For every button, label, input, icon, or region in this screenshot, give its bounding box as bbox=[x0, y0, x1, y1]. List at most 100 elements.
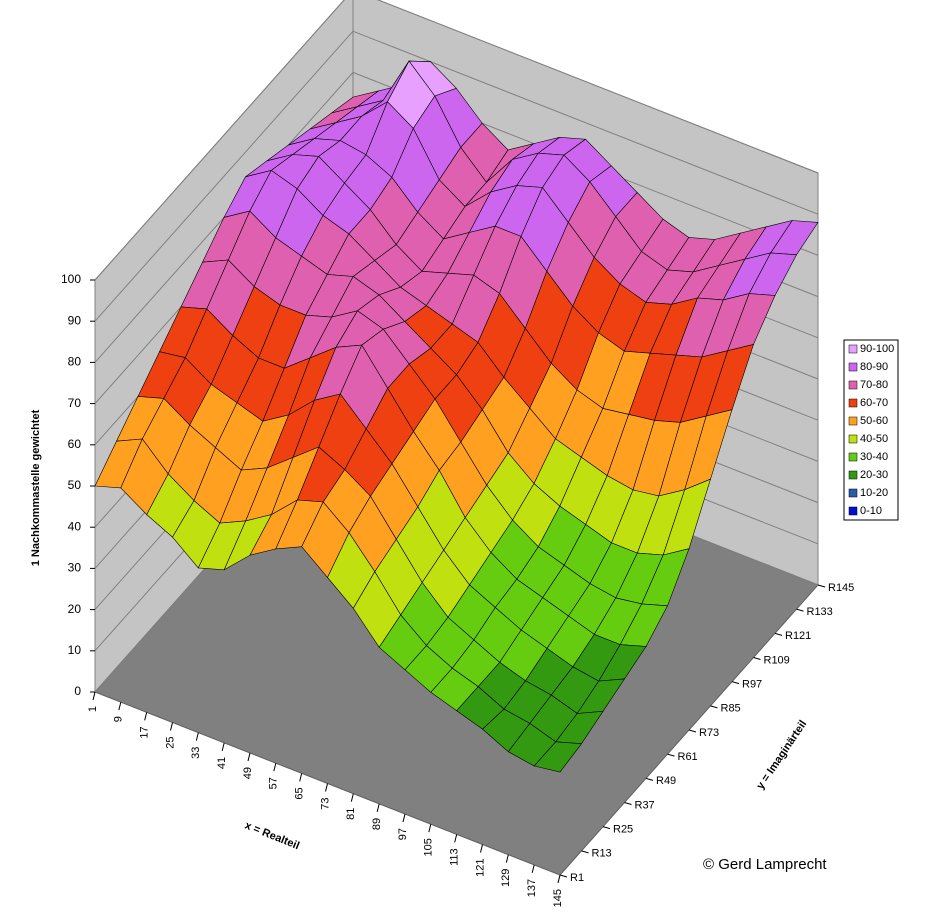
grid-line bbox=[94, 71, 819, 363]
y-tick-label: R109 bbox=[764, 654, 790, 666]
y-tick bbox=[731, 681, 740, 685]
y-tick bbox=[817, 584, 826, 588]
x-tick-label: 1 bbox=[87, 706, 99, 712]
x-tick-label: 25 bbox=[164, 737, 176, 749]
x-tick bbox=[195, 732, 199, 741]
legend-swatch bbox=[848, 398, 858, 408]
x-tick bbox=[221, 742, 225, 751]
z-tick-label: 10 bbox=[68, 643, 82, 657]
x-tick-label: 17 bbox=[139, 726, 151, 738]
z-tick-label: 30 bbox=[68, 561, 82, 575]
grid-line bbox=[94, 30, 819, 322]
y-tick bbox=[774, 632, 783, 636]
x-tick bbox=[170, 722, 173, 731]
x-tick bbox=[299, 773, 303, 782]
x-tick bbox=[92, 691, 96, 701]
x-tick bbox=[376, 803, 380, 812]
y-tick-label: R85 bbox=[721, 703, 741, 715]
legend-label: 10-20 bbox=[860, 487, 888, 499]
z-tick-label: 50 bbox=[68, 478, 82, 492]
y-tick bbox=[753, 657, 761, 660]
x-tick-label: 121 bbox=[474, 859, 486, 877]
z-tick-label: 60 bbox=[68, 437, 82, 451]
y-tick bbox=[581, 850, 589, 854]
z-tick-label: 80 bbox=[68, 355, 82, 369]
x-tick bbox=[325, 783, 328, 792]
z-tick-label: 100 bbox=[61, 272, 81, 286]
legend-label: 40-50 bbox=[860, 433, 888, 445]
y-tick bbox=[667, 753, 675, 757]
surface bbox=[94, 60, 819, 773]
y-tick-label: R49 bbox=[656, 775, 676, 787]
legend-swatch bbox=[848, 506, 858, 516]
x-tick-label: 41 bbox=[216, 757, 228, 769]
legend-swatch bbox=[848, 380, 858, 390]
legend-swatch bbox=[848, 470, 858, 480]
x-tick-label: 49 bbox=[242, 767, 254, 779]
y-tick-label: R121 bbox=[785, 630, 811, 642]
x-tick-label: 73 bbox=[319, 798, 331, 810]
y-tick-label: R61 bbox=[678, 751, 698, 763]
z-axis-title: 1 Nachkommastelle gewichtet bbox=[30, 409, 42, 566]
y-tick bbox=[796, 608, 804, 612]
x-tick-label: 57 bbox=[268, 777, 280, 789]
x-tick-label: 129 bbox=[500, 869, 512, 887]
x-tick bbox=[118, 702, 122, 711]
y-axis-title: y = Imaginärteil bbox=[754, 718, 809, 791]
y-tick bbox=[602, 826, 611, 830]
y-tick-label: R1 bbox=[570, 872, 584, 884]
axes: 0 10 20 30 40 50 60 70 80 90 100 1 9 17 25 33 41 49 57 65 73… bbox=[61, 272, 854, 907]
x-tick-label: 89 bbox=[371, 818, 383, 830]
y-tick-label: R13 bbox=[592, 848, 612, 860]
surface-cell bbox=[533, 741, 583, 773]
z-tick-label: 40 bbox=[68, 519, 82, 533]
y-tick-label: R25 bbox=[613, 824, 633, 836]
x-tick bbox=[247, 752, 251, 762]
z-tick-label: 0 bbox=[74, 684, 81, 698]
y-tick-label: R97 bbox=[742, 679, 762, 691]
x-tick-label: 105 bbox=[423, 838, 435, 856]
x-tick-label: 81 bbox=[345, 808, 357, 820]
z-tick-label: 70 bbox=[68, 396, 82, 410]
x-axis-title: x = Realteil bbox=[243, 820, 301, 853]
legend-label: 50-60 bbox=[860, 415, 888, 427]
y-tick-label: R37 bbox=[635, 799, 655, 811]
x-tick-label: 97 bbox=[397, 828, 409, 840]
y-tick-label: R73 bbox=[699, 727, 719, 739]
x-tick-label: 145 bbox=[552, 889, 564, 907]
legend-swatch bbox=[848, 452, 858, 462]
x-tick-label: 65 bbox=[294, 787, 306, 799]
x-tick bbox=[505, 854, 509, 863]
x-tick-label: 113 bbox=[449, 848, 461, 866]
copyright: © Gerd Lamprecht bbox=[703, 856, 827, 873]
x-tick bbox=[273, 763, 277, 772]
y-tick-label: R133 bbox=[807, 606, 833, 618]
x-tick bbox=[144, 712, 148, 721]
legend-label: 60-70 bbox=[860, 397, 888, 409]
x-tick-label: 9 bbox=[113, 716, 125, 722]
x-tick bbox=[402, 813, 406, 823]
legend-swatch bbox=[848, 416, 858, 426]
x-tick bbox=[454, 834, 458, 843]
x-tick-label: 33 bbox=[190, 747, 202, 759]
y-tick bbox=[710, 705, 718, 709]
legend-label: 90-100 bbox=[860, 343, 894, 355]
legend-label: 20-30 bbox=[860, 469, 888, 481]
x-tick bbox=[428, 824, 432, 833]
z-tick-label: 20 bbox=[68, 602, 82, 616]
legend-label: 80-90 bbox=[860, 361, 888, 373]
y-tick bbox=[688, 729, 697, 733]
legend-label: 30-40 bbox=[860, 451, 888, 463]
y-tick-label: R145 bbox=[828, 582, 854, 594]
legend-swatch bbox=[848, 434, 858, 444]
z-tick-label: 90 bbox=[68, 313, 82, 327]
legend-label: 0-10 bbox=[860, 505, 882, 517]
x-tick bbox=[557, 874, 561, 884]
x-tick bbox=[350, 793, 354, 802]
x-tick bbox=[531, 864, 535, 873]
legend-label: 70-80 bbox=[860, 379, 888, 391]
y-tick bbox=[559, 874, 568, 878]
legend-swatch bbox=[848, 488, 858, 498]
grid-line bbox=[94, 0, 819, 281]
